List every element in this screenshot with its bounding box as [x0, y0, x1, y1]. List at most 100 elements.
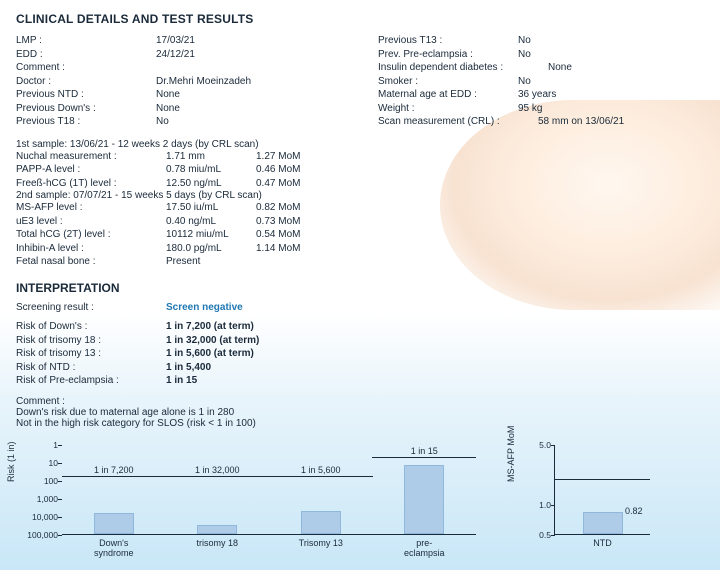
risk-chart-ytick: 1 [22, 440, 58, 450]
value-scan: 58 mm on 13/06/21 [538, 115, 704, 129]
value-ue3: 0.40 ng/mL [166, 215, 256, 229]
risk-chart: Risk (1 in) 1101001,00010,000100,0001 in… [16, 439, 476, 553]
label-risk-t18: Risk of trisomy 18 : [16, 334, 166, 348]
risk-bar-x-label: pre-eclampsia [374, 538, 474, 558]
value-risk-downs: 1 in 7,200 (at term) [166, 320, 704, 334]
mom-bar [583, 512, 623, 534]
value-prev-ntd: None [156, 88, 342, 102]
value-prev-t13: No [518, 34, 704, 48]
comment-line1: Down's risk due to maternal age alone is… [16, 407, 704, 418]
label-prev-downs: Previous Down's : [16, 102, 156, 116]
value-comment [156, 61, 342, 75]
sample2-header: 2nd sample: 07/07/21 - 15 weeks 5 days (… [16, 190, 704, 201]
value-prev-downs: None [156, 102, 342, 116]
label-pappa: PAPP-A level : [16, 163, 166, 177]
mom-chart-ytick: 1.0 [527, 500, 551, 510]
risk-chart-ytick: 10 [22, 458, 58, 468]
interpretation-comment: Comment : Down's risk due to maternal ag… [16, 396, 704, 429]
label-fbhcg: Freeß-hCG (1T) level : [16, 177, 166, 191]
value-fbhcg: 12.50 ng/mL [166, 177, 256, 191]
label-prev-t13: Previous T13 : [378, 34, 518, 48]
risk-bar-x-label: trisomy 18 [167, 538, 267, 548]
interpretation-heading: INTERPRETATION [16, 281, 704, 295]
mom-pappa: 0.46 MoM [256, 163, 336, 177]
label-nuchal: Nuchal measurement : [16, 150, 166, 164]
risk-bar-x-label: Down'ssyndrome [64, 538, 164, 558]
value-pappa: 0.78 miu/mL [166, 163, 256, 177]
comment-label: Comment : [16, 396, 704, 407]
sample1-header: 1st sample: 13/06/21 - 12 weeks 2 days (… [16, 139, 704, 150]
value-inhibina: 180.0 pg/mL [166, 242, 256, 256]
mom-bar-x-label: NTD [555, 538, 650, 548]
value-risk-t18: 1 in 32,000 (at term) [166, 334, 704, 348]
value-risk-pe: 1 in 15 [166, 374, 704, 388]
label-weight: Weight : [378, 102, 518, 116]
value-idd: None [548, 61, 704, 75]
label-comment: Comment : [16, 61, 156, 75]
label-prev-t18: Previous T18 : [16, 115, 156, 129]
value-risk-t13: 1 in 5,600 (at term) [166, 347, 704, 361]
risk-bar: 1 in 32,000trisomy 18 [167, 444, 267, 534]
value-weight: 95 kg [518, 102, 704, 116]
details-left-column: LMP :17/03/21 EDD :24/12/21 Comment : Do… [16, 34, 342, 129]
risk-chart-plot: 1101001,00010,000100,0001 in 7,200Down's… [62, 445, 476, 535]
comment-line2: Not in the high risk category for SLOS (… [16, 418, 704, 429]
label-doctor: Doctor : [16, 75, 156, 89]
value-mae: 36 years [518, 88, 704, 102]
value-edd: 24/12/21 [156, 48, 342, 62]
label-risk-t13: Risk of trisomy 13 : [16, 347, 166, 361]
value-doctor: Dr.Mehri Moeinzadeh [156, 75, 342, 89]
label-inhibina: Inhibin-A level : [16, 242, 166, 256]
risk-chart-ytick: 100,000 [22, 530, 58, 540]
risk-bar: 1 in 15pre-eclampsia [374, 444, 474, 534]
label-ue3: uE3 level : [16, 215, 166, 229]
mom-chart-ytick: 5.0 [527, 440, 551, 450]
label-smoker: Smoker : [378, 75, 518, 89]
mom-chart-plot: 0.51.05.00.82NTD [554, 445, 650, 535]
value-screening-result: Screen negative [166, 301, 704, 315]
risk-bar-x-label: Trisomy 13 [271, 538, 371, 548]
label-edd: EDD : [16, 48, 156, 62]
mom-chart-y-label: MS-AFP MoM [506, 425, 516, 481]
value-smoker: No [518, 75, 704, 89]
mom-inhibina: 1.14 MoM [256, 242, 336, 256]
mom-nuchal: 1.27 MoM [256, 150, 336, 164]
label-screening-result: Screening result : [16, 301, 166, 315]
charts-row: Risk (1 in) 1101001,00010,000100,0001 in… [16, 439, 704, 553]
clinical-details: LMP :17/03/21 EDD :24/12/21 Comment : Do… [16, 34, 704, 129]
mom-bar-value: 0.82 [625, 506, 643, 516]
label-fnb: Fetal nasal bone : [16, 255, 166, 269]
risk-chart-ytick: 10,000 [22, 512, 58, 522]
label-prev-pe: Prev. Pre-eclampsia : [378, 48, 518, 62]
label-idd: Insulin dependent diabetes : [378, 61, 548, 75]
risk-chart-ytick: 1,000 [22, 494, 58, 504]
value-risk-ntd: 1 in 5,400 [166, 361, 704, 375]
label-prev-ntd: Previous NTD : [16, 88, 156, 102]
value-msafp: 17.50 iu/mL [166, 201, 256, 215]
mom-ue3: 0.73 MoM [256, 215, 336, 229]
risk-bar: 1 in 5,600Trisomy 13 [271, 444, 371, 534]
value-lmp: 17/03/21 [156, 34, 342, 48]
label-scan: Scan measurement (CRL) : [378, 115, 538, 129]
section-title: CLINICAL DETAILS AND TEST RESULTS [16, 12, 704, 26]
risk-bar: 1 in 7,200Down'ssyndrome [64, 444, 164, 534]
mom-thcg: 0.54 MoM [256, 228, 336, 242]
mom-chart-ytick: 0.5 [527, 530, 551, 540]
label-thcg: Total hCG (2T) level : [16, 228, 166, 242]
risk-chart-y-label: Risk (1 in) [6, 441, 16, 482]
value-prev-t18: No [156, 115, 342, 129]
mom-chart: MS-AFP MoM 0.51.05.00.82NTD [520, 439, 660, 553]
label-lmp: LMP : [16, 34, 156, 48]
label-mae: Maternal age at EDD : [378, 88, 518, 102]
sample-results: 1st sample: 13/06/21 - 12 weeks 2 days (… [16, 139, 704, 269]
label-risk-downs: Risk of Down's : [16, 320, 166, 334]
value-fnb: Present [166, 255, 256, 269]
mom-msafp: 0.82 MoM [256, 201, 336, 215]
value-prev-pe: No [518, 48, 704, 62]
interpretation-block: Screening result :Screen negative Risk o… [16, 301, 704, 388]
label-msafp: MS-AFP level : [16, 201, 166, 215]
label-risk-pe: Risk of Pre-eclampsia : [16, 374, 166, 388]
mom-fbhcg: 0.47 MoM [256, 177, 336, 191]
value-thcg: 10112 miu/mL [166, 228, 256, 242]
risk-chart-ytick: 100 [22, 476, 58, 486]
